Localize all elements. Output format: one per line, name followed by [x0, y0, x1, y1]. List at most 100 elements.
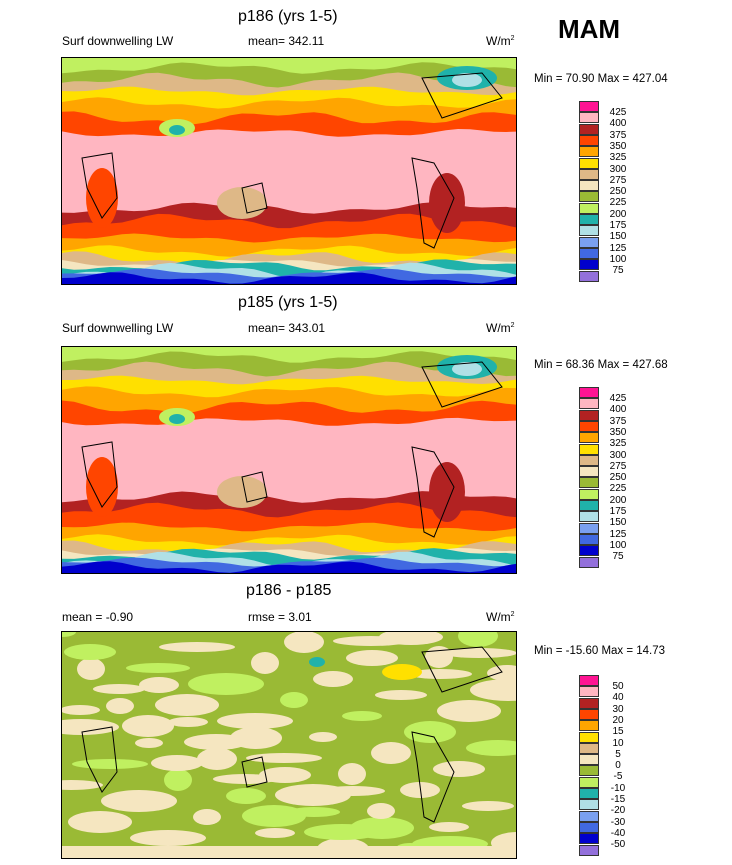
colorbar-swatch	[579, 168, 599, 180]
colorbar-label: 200	[609, 494, 627, 506]
colorbar-swatch	[579, 708, 599, 720]
colorbar-swatch	[579, 101, 599, 112]
panel1-units: W/m2	[486, 34, 515, 48]
colorbar-swatch	[579, 134, 599, 146]
colorbar-label: 200	[609, 208, 627, 220]
contour-band	[169, 125, 185, 135]
colorbar-label: -20	[610, 805, 626, 817]
colorbar-label: 425	[609, 107, 627, 118]
colorbar-swatch	[579, 157, 599, 169]
panel2-units: W/m2	[486, 321, 515, 335]
contour-band	[429, 822, 469, 832]
colorbar-label: 425	[609, 393, 627, 404]
panel3-minmax: Min = -15.60 Max = 14.73	[534, 645, 666, 657]
colorbar-label: 150	[609, 517, 627, 529]
panel2-title: p185 (yrs 1-5)	[238, 294, 338, 311]
colorbar-label: 325	[609, 152, 627, 164]
colorbar-label: 50	[612, 681, 624, 692]
colorbar-swatch	[579, 259, 599, 271]
contour-band	[487, 665, 516, 681]
contour-band	[130, 830, 206, 846]
colorbar-swatch	[579, 443, 599, 455]
contour-band	[62, 705, 100, 715]
colorbar-label: -30	[610, 816, 626, 828]
contour-band	[382, 664, 422, 680]
colorbar-swatch	[579, 180, 599, 192]
contour-band	[275, 784, 351, 806]
colorbar-swatch	[579, 409, 599, 421]
panel1-mean: mean= 342.11	[248, 34, 325, 48]
contour-band	[62, 846, 516, 858]
panel1-title: p186 (yrs 1-5)	[238, 8, 338, 25]
coastline	[81, 646, 503, 823]
panel2-minmax: Min = 68.36 Max = 427.68	[534, 359, 668, 371]
colorbar-label: 275	[609, 460, 627, 472]
colorbar-label: 350	[609, 140, 627, 152]
contour-band	[101, 790, 177, 812]
contour-band	[462, 801, 514, 811]
colorbar-label: -15	[610, 794, 626, 805]
units-superscript: 2	[510, 611, 515, 618]
colorbar-swatch	[579, 387, 599, 398]
colorbar-swatch	[579, 765, 599, 777]
contour-band	[346, 650, 398, 666]
contour-band	[452, 362, 482, 376]
colorbar-swatch	[579, 146, 599, 158]
panel1-minmax: Min = 70.90 Max = 427.04	[534, 73, 668, 85]
contour-band	[139, 677, 179, 693]
contour-band	[309, 732, 337, 742]
colorbar-label: 300	[609, 449, 627, 461]
colorbar-swatch	[579, 821, 599, 833]
colorbar-label: 375	[609, 415, 627, 427]
colorbar-label: 15	[612, 726, 624, 738]
contour-band	[441, 648, 516, 658]
colorbar-label: 10	[612, 737, 624, 749]
contour-band	[62, 561, 516, 573]
colorbar-label: 100	[609, 253, 627, 265]
colorbar-label: 400	[609, 404, 627, 416]
colorbar-label: 400	[609, 118, 627, 130]
contour-band	[429, 173, 465, 233]
units-text: W/m	[486, 34, 511, 48]
colorbar-swatch	[579, 454, 599, 466]
contour-band	[367, 803, 395, 819]
colorbar-swatch	[579, 686, 599, 698]
contour-band	[400, 782, 440, 798]
contour-band	[371, 742, 411, 764]
contour-band	[309, 657, 325, 667]
colorbar-label: -10	[610, 782, 626, 794]
contour-band	[68, 811, 132, 833]
contour-band	[404, 721, 456, 743]
contour-band	[304, 824, 380, 840]
colorbar-swatch	[579, 500, 599, 511]
contour-band	[86, 168, 118, 228]
contour-band	[62, 272, 516, 284]
contour-band	[342, 711, 382, 721]
colorbar-swatch	[579, 742, 599, 754]
contour-band	[251, 652, 279, 674]
contour-band	[333, 636, 409, 646]
colorbar-swatch	[579, 776, 599, 788]
contour-band	[93, 684, 145, 694]
units-superscript: 2	[510, 35, 515, 42]
colorbar-label: 375	[609, 129, 627, 141]
contour-band	[217, 187, 267, 219]
colorbar-swatch	[579, 420, 599, 432]
colorbar-swatch	[579, 398, 599, 410]
colorbar-swatch	[579, 112, 599, 124]
contour-band	[72, 759, 148, 769]
colorbar-swatch	[579, 432, 599, 444]
colorbar-label: 75	[612, 551, 624, 563]
colorbar-label: 150	[609, 231, 627, 243]
colorbar-swatch	[579, 844, 599, 856]
contour-band	[151, 755, 203, 771]
colorbar-swatch	[579, 533, 599, 545]
colorbar-swatch	[579, 556, 599, 568]
colorbar-swatch	[579, 754, 599, 766]
panel3-rmse: rmse = 3.01	[248, 610, 312, 624]
colorbar-label: -50	[610, 839, 626, 851]
colorbar-swatch	[579, 799, 599, 811]
contour-band	[159, 642, 235, 652]
colorbar-swatch	[579, 202, 599, 214]
colorbar-label: 100	[609, 539, 627, 551]
